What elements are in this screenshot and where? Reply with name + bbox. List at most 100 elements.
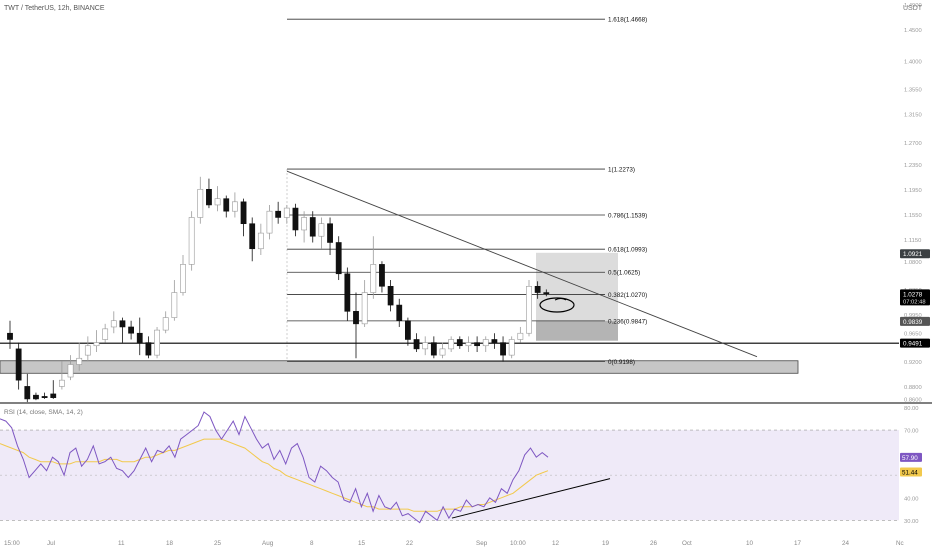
candle — [422, 336, 429, 356]
candle — [534, 281, 541, 299]
time-axis-label: 15 — [358, 540, 366, 547]
candle — [188, 211, 195, 271]
price-tag-text: 1.0921 — [903, 251, 923, 258]
candle-body — [257, 232, 264, 250]
time-axis-label: 25 — [214, 540, 222, 547]
candle — [128, 320, 134, 340]
candle — [58, 361, 65, 390]
time-axis-label: 24 — [842, 540, 850, 547]
candle-body — [534, 285, 541, 293]
candle-body — [448, 339, 455, 350]
rsi-value-tag: 57.90 — [900, 452, 922, 462]
candle-body — [370, 264, 377, 293]
candle-body — [275, 210, 282, 218]
currency-label: USDT — [903, 5, 923, 12]
candle-body — [500, 342, 506, 356]
candle — [361, 280, 368, 327]
candle-body — [136, 332, 143, 343]
ellipse-annotation[interactable] — [539, 297, 575, 313]
candle-body — [223, 198, 230, 212]
candle-body — [197, 188, 204, 218]
candle-body — [508, 339, 515, 356]
support-zone[interactable] — [0, 360, 799, 374]
price-tick-label: 1.1550 — [904, 213, 922, 219]
rsi-tick-label: 40.00 — [904, 496, 919, 502]
candle-body — [430, 342, 437, 356]
candle-body — [361, 292, 368, 325]
candle — [93, 330, 100, 352]
candle — [327, 217, 333, 256]
fibonacci-levels[interactable]: 1.618(1.4668) 1(1.2273) 0.786(1.1539) 0.618… — [286, 17, 647, 366]
candle-body — [58, 379, 65, 387]
candle — [7, 320, 13, 349]
candle-body — [162, 317, 169, 331]
candle-body — [344, 273, 351, 312]
time-axis[interactable]: 15:00 Jul 11 18 25 Aug 8 15 22 Sep 10:00 12 19 26 Oct 1… — [4, 540, 904, 547]
candle-body — [413, 339, 420, 350]
candle — [456, 336, 463, 349]
candle — [50, 380, 57, 399]
stop-zone-box[interactable] — [536, 320, 618, 341]
candle-body — [128, 326, 134, 334]
candle — [379, 261, 385, 293]
candle — [84, 336, 91, 362]
candle-body — [301, 217, 307, 231]
candle-body — [76, 357, 83, 365]
rsi-value-tags: 57.90 51.44 — [900, 452, 922, 477]
price-tag-bg — [900, 289, 930, 306]
candle-body — [249, 223, 256, 250]
price-tick-label: 1.2350 — [904, 163, 922, 169]
candle-body — [171, 292, 178, 318]
symbol-header[interactable]: TWT / TetherUS, 12h, BINANCE — [4, 5, 105, 12]
candle — [180, 255, 186, 296]
descending-trendline[interactable] — [286, 170, 758, 358]
time-axis-label: 22 — [406, 540, 414, 547]
rsi-indicator-title[interactable]: RSI (14, close, SMA, 14, 2) — [4, 409, 83, 416]
candle — [232, 192, 238, 218]
candle — [110, 311, 117, 334]
fib-level-label: 0(0.9198) — [608, 359, 635, 366]
candle — [15, 342, 22, 390]
candle — [275, 201, 282, 224]
rsi-trendline[interactable] — [451, 478, 611, 519]
candle-body — [474, 342, 480, 347]
rsi-value-tag: 51.44 — [900, 467, 922, 477]
price-tick-label: 1.3550 — [904, 88, 922, 94]
candle-body — [240, 201, 247, 225]
candle — [292, 203, 299, 237]
time-axis-label: 11 — [118, 540, 125, 547]
candle-body — [456, 339, 463, 347]
price-tag-bg — [900, 249, 930, 259]
candle — [266, 204, 273, 240]
rsi-line — [0, 411, 549, 524]
candle — [508, 336, 515, 359]
candle — [353, 292, 359, 359]
price-tag-bg — [900, 316, 930, 326]
candle — [283, 204, 290, 224]
candle-body — [404, 320, 411, 340]
candle — [413, 333, 420, 352]
rsi-tick-label: 70.00 — [904, 429, 919, 435]
candle-body — [482, 339, 489, 347]
time-axis-label: 18 — [166, 540, 174, 547]
candle — [465, 336, 472, 352]
candle-body — [353, 311, 359, 325]
candle-body — [335, 242, 342, 275]
time-axis-label: 26 — [650, 540, 658, 547]
target-zone-box[interactable] — [536, 252, 618, 321]
price-tick-label: 1.1950 — [904, 188, 922, 194]
price-tag-text: 0.9491 — [903, 341, 923, 348]
fib-level-label: 0.236(0.9847) — [608, 318, 647, 325]
candle-body — [67, 364, 74, 378]
candle-body — [439, 348, 446, 356]
candle — [370, 236, 377, 299]
rsi-band-background — [0, 430, 899, 521]
candle — [543, 289, 550, 297]
rsi-tag-bg — [900, 467, 922, 477]
candle — [474, 336, 480, 352]
fib-level-label: 0.5(1.0625) — [608, 270, 640, 277]
candle — [41, 392, 48, 399]
candle — [309, 211, 316, 243]
